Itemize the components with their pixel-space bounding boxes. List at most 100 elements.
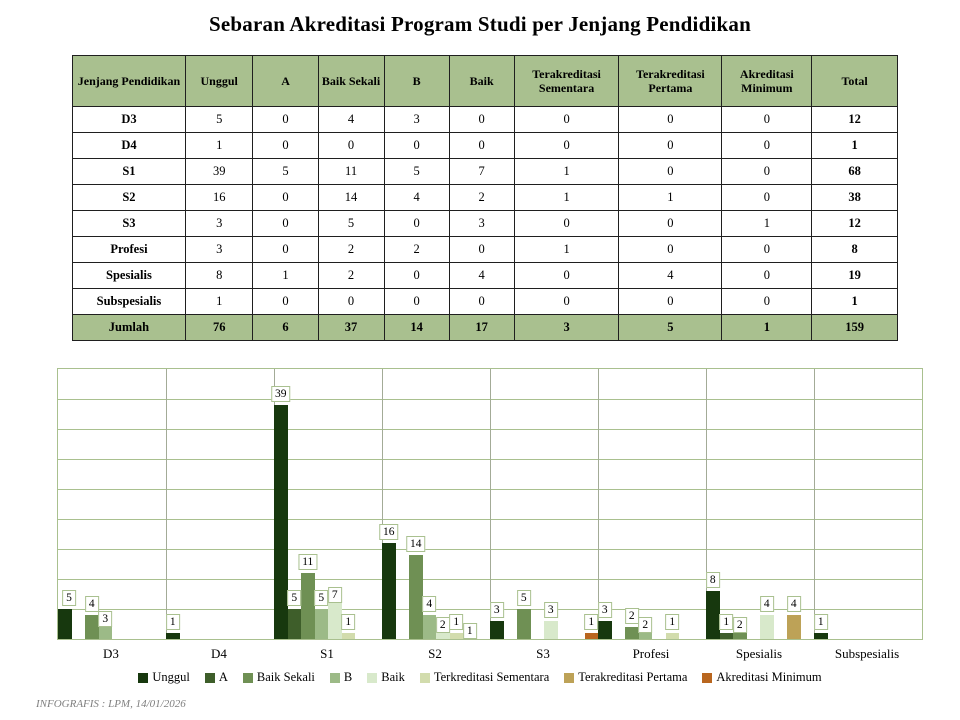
legend-swatch-icon [419, 672, 430, 683]
row-total-cell: 38 [811, 184, 898, 211]
legend-swatch-icon [138, 672, 149, 683]
gridline-vertical [165, 369, 167, 639]
gridline-vertical [813, 369, 815, 639]
value-cell: 0 [513, 132, 620, 159]
total-value-cell: 37 [317, 314, 385, 341]
table-row: D4 1 0 0 0 0 0 0 0 1 [72, 132, 898, 159]
value-cell: 4 [383, 184, 450, 211]
value-cell: 0 [513, 288, 620, 315]
bar-Baik-S1 [328, 597, 342, 639]
x-axis-label-D3: D3 [103, 646, 119, 661]
bar-Unggul-S3 [490, 621, 504, 639]
bar-Unggul-S2 [382, 543, 396, 639]
total-value-cell: 5 [618, 314, 723, 341]
value-cell: 0 [721, 288, 813, 315]
row-total-cell: 1 [811, 132, 898, 159]
value-cell: 4 [618, 262, 723, 289]
bar-value-label: 4 [84, 596, 99, 612]
table-header-cell: Terakreditasi Sementara [513, 55, 620, 107]
gridline-vertical [705, 369, 707, 639]
total-value-cell: 14 [383, 314, 450, 341]
legend-label: B [343, 670, 353, 684]
table-row: Profesi 3 0 2 2 0 1 0 0 8 [72, 236, 898, 263]
value-cell: 0 [513, 262, 620, 289]
bar-value-label: 4 [759, 596, 774, 612]
row-label-cell: S1 [72, 158, 186, 185]
bar-value-label: 1 [719, 614, 734, 630]
legend-label: A [218, 670, 228, 684]
x-axis-label-Profesi: Profesi [632, 646, 670, 661]
value-cell: 0 [618, 158, 723, 185]
value-cell: 0 [618, 288, 723, 315]
bar-Terkreditasi Sementara-S2 [449, 633, 463, 639]
value-cell: 0 [618, 132, 723, 159]
row-total-cell: 19 [811, 262, 898, 289]
row-total-cell: 12 [811, 106, 898, 133]
legend-item: Terkreditasi Sementara [419, 670, 550, 685]
bar-value-label: 5 [62, 590, 76, 606]
bar-value-label: 11 [298, 554, 318, 570]
total-value-cell: 6 [252, 314, 319, 341]
bar-Baik-Spesialis [760, 615, 774, 639]
row-label-cell: D3 [72, 106, 186, 133]
total-value-cell: 1 [721, 314, 813, 341]
x-axis-label-S3: S3 [536, 646, 550, 661]
row-label-cell: D4 [72, 132, 186, 159]
grand-total-cell: 159 [811, 314, 898, 341]
legend-label: Terkreditasi Sementara [433, 670, 550, 684]
bar-value-label: 1 [449, 614, 464, 630]
value-cell: 0 [513, 106, 620, 133]
value-cell: 0 [513, 210, 620, 237]
bar-value-label: 8 [705, 572, 720, 588]
bar-value-label: 3 [98, 611, 113, 627]
gridline-vertical [381, 369, 383, 639]
value-cell: 7 [448, 158, 515, 185]
bar-value-label: 14 [406, 536, 426, 552]
table-head: Jenjang Pendidikan Unggul A Baik Sekali B Bai… [72, 55, 898, 107]
bar-value-label: 1 [584, 614, 599, 630]
table-row: D3 5 0 4 3 0 0 0 0 12 [72, 106, 898, 133]
row-total-cell: 68 [811, 158, 898, 185]
legend-label: Baik [381, 670, 405, 684]
bar-value-label: 3 [597, 602, 612, 618]
value-cell: 16 [184, 184, 254, 211]
legend-item: A [204, 670, 228, 685]
bar-value-label: 2 [638, 617, 653, 633]
value-cell: 2 [448, 184, 515, 211]
chart-legend: Unggul A Baik Sekali B Baik Terkreditasi Seme… [0, 670, 960, 685]
value-cell: 0 [252, 236, 319, 263]
row-label-cell: Profesi [72, 236, 186, 263]
bar-Terkreditasi Sementara-S1 [341, 633, 355, 639]
legend-label: Baik Sekali [256, 670, 315, 684]
bar-value-label: 4 [422, 596, 437, 612]
legend-label: Akreditasi Minimum [716, 670, 822, 684]
total-value-cell: 76 [184, 314, 254, 341]
value-cell: 2 [317, 262, 385, 289]
legend-item: Terakreditasi Pertama [564, 670, 687, 685]
x-axis-label-Subspesialis: Subspesialis [834, 646, 900, 661]
bar-value-label: 5 [516, 590, 531, 606]
value-cell: 5 [317, 210, 385, 237]
bar-B-S2 [422, 615, 436, 639]
table-header-cell: Terakreditasi Pertama [618, 55, 723, 107]
legend-swatch-icon [564, 672, 575, 683]
value-cell: 5 [383, 158, 450, 185]
table-header-row: Jenjang Pendidikan Unggul A Baik Sekali B Bai… [72, 55, 898, 107]
chart-x-axis-labels: D3 D4 S1 S2 S3 Profesi Spesialis Subspesialis [57, 646, 921, 662]
legend-swatch-icon [329, 672, 340, 683]
total-row-label-cell: Jumlah [72, 314, 186, 341]
value-cell: 0 [448, 132, 515, 159]
value-cell: 0 [252, 288, 319, 315]
value-cell: 1 [618, 184, 723, 211]
value-cell: 0 [721, 262, 813, 289]
value-cell: 0 [252, 210, 319, 237]
legend-swatch-icon [242, 672, 253, 683]
bar-A-Spesialis [719, 633, 733, 639]
bar-value-label: 5 [287, 590, 302, 606]
value-cell: 0 [721, 106, 813, 133]
legend-item: Unggul [138, 670, 190, 685]
table-body: D3 5 0 4 3 0 0 0 0 12 D4 1 0 0 0 0 0 0 0 1 S1 39 5 11 5 7 1 0 0 68 S2 1… [72, 106, 898, 341]
bar-value-label: 2 [732, 617, 747, 633]
value-cell: 1 [513, 184, 620, 211]
gridline-vertical [597, 369, 599, 639]
